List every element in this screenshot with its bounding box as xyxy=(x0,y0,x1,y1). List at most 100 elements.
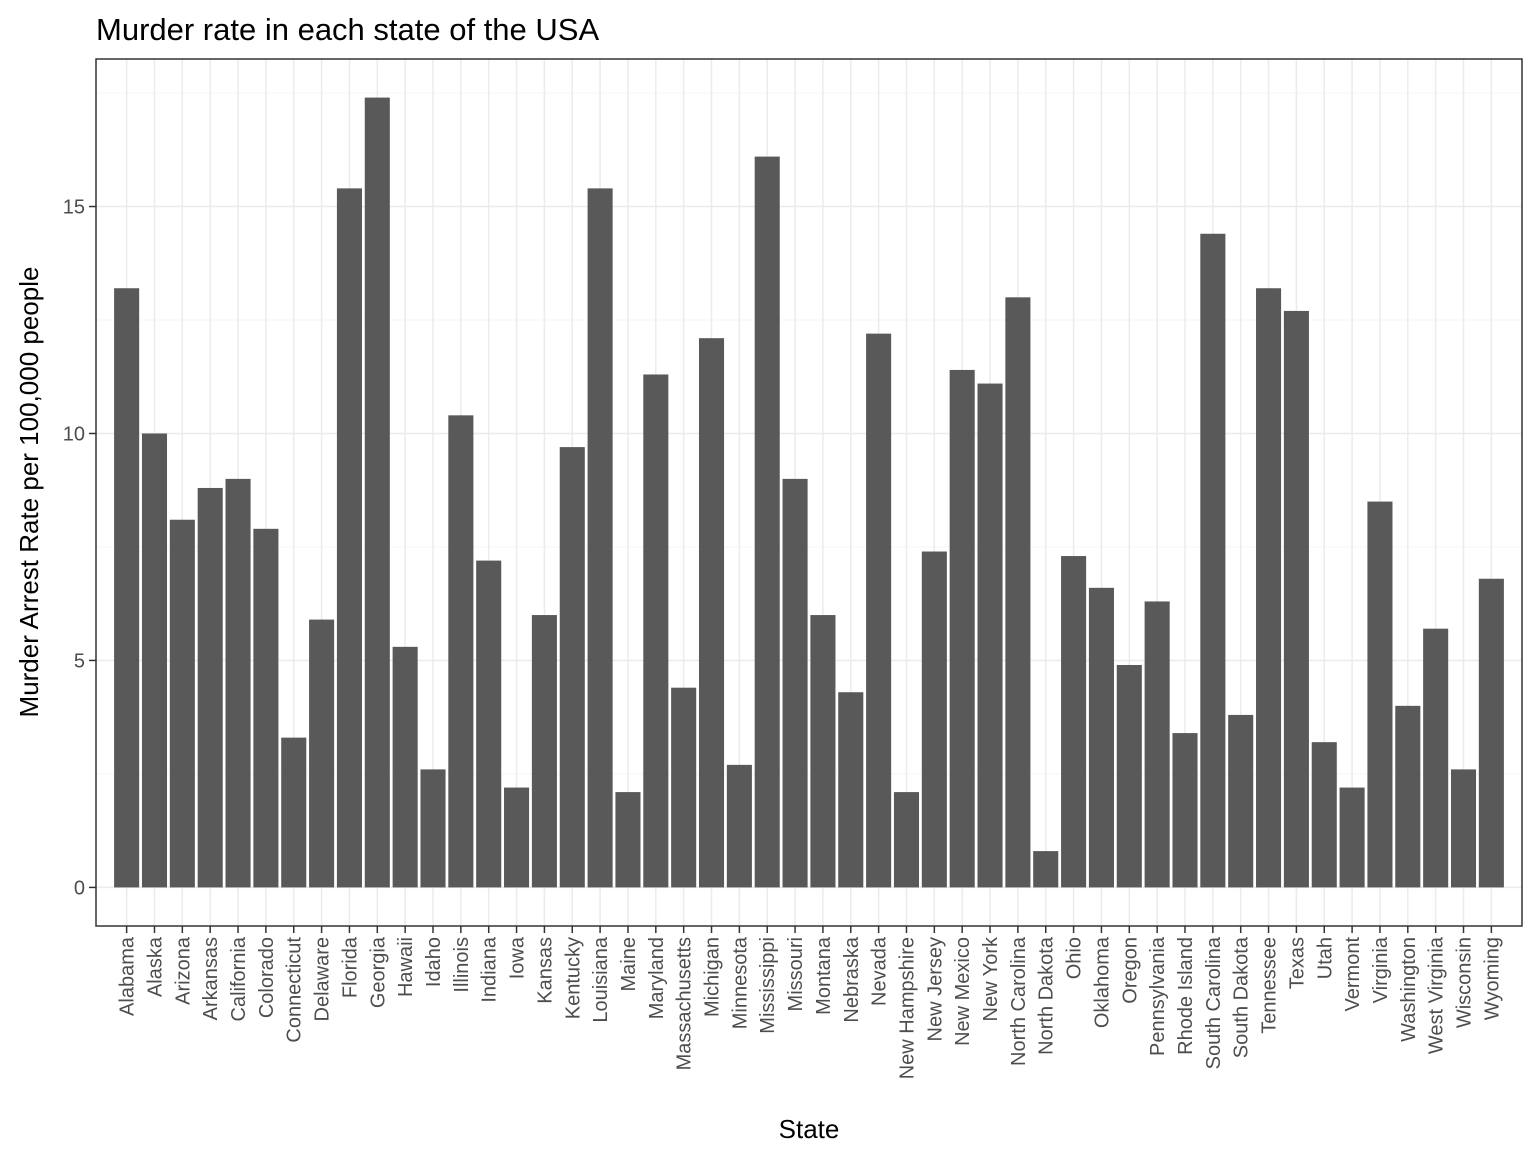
bar-colorado xyxy=(253,528,279,888)
bar-california xyxy=(225,478,251,888)
x-tick-label: Indiana xyxy=(479,936,501,1002)
x-tick-label: Missouri xyxy=(785,937,807,1011)
x-tick-label: North Dakota xyxy=(1036,936,1058,1055)
bars xyxy=(114,97,1504,888)
x-tick-label: Washington xyxy=(1398,937,1420,1042)
x-tick-label: South Dakota xyxy=(1231,936,1253,1058)
x-tick-label: Mississippi xyxy=(757,937,779,1034)
x-tick-label: Maryland xyxy=(646,937,668,1019)
bar-illinois xyxy=(448,415,474,888)
x-tick-label: Utah xyxy=(1314,937,1336,979)
bar-washington xyxy=(1395,705,1421,888)
bar-arizona xyxy=(169,519,195,888)
x-axis: Alabama Alaska Arizona Arkansas California Co… xyxy=(117,926,1503,1079)
x-tick-label: Kansas xyxy=(534,937,556,1004)
x-tick-label: Hawaii xyxy=(395,937,417,997)
x-tick-label: Montana xyxy=(813,936,835,1015)
bar-new-jersey xyxy=(921,551,947,888)
bar-mississippi xyxy=(754,156,780,888)
bar-louisiana xyxy=(587,188,613,888)
x-tick-label: Illinois xyxy=(451,937,473,993)
x-tick-label: Pennsylvania xyxy=(1147,936,1169,1056)
bar-massachusetts xyxy=(671,687,697,888)
bar-texas xyxy=(1283,310,1309,888)
plot-area xyxy=(95,58,1523,927)
x-tick-label: Wyoming xyxy=(1481,937,1503,1020)
bar-missouri xyxy=(782,478,808,888)
bar-indiana xyxy=(476,560,502,888)
x-tick-label: Tennessee xyxy=(1259,937,1281,1034)
x-tick-label: Delaware xyxy=(312,937,334,1021)
bar-delaware xyxy=(309,619,335,888)
bar-pennsylvania xyxy=(1144,601,1170,888)
bar-montana xyxy=(810,615,836,888)
x-tick-label: Alabama xyxy=(117,936,139,1016)
x-tick-label: Virginia xyxy=(1370,936,1392,1003)
x-tick-label: Wisconsin xyxy=(1454,937,1476,1028)
x-tick-label: Idaho xyxy=(423,937,445,987)
bar-north-dakota xyxy=(1033,851,1059,888)
x-tick-label: Louisiana xyxy=(590,936,612,1023)
bar-virginia xyxy=(1367,501,1393,888)
bar-hawaii xyxy=(392,646,418,888)
x-tick-label: Maine xyxy=(618,937,640,991)
x-tick-label: Arkansas xyxy=(200,937,222,1020)
x-tick-label: Iowa xyxy=(507,936,529,979)
bar-connecticut xyxy=(281,737,307,888)
x-tick-label: Connecticut xyxy=(284,937,306,1043)
bar-utah xyxy=(1311,742,1337,888)
bar-rhode-island xyxy=(1172,733,1198,888)
x-tick-label: Arizona xyxy=(172,936,194,1005)
y-tick-label: 0 xyxy=(74,877,85,899)
bar-nevada xyxy=(866,333,892,888)
bar-iowa xyxy=(504,787,530,888)
bar-tennessee xyxy=(1256,288,1282,888)
bar-new-york xyxy=(977,383,1003,888)
x-tick-label: Alaska xyxy=(144,936,166,997)
x-tick-label: Ohio xyxy=(1064,937,1086,979)
bar-minnesota xyxy=(726,764,752,888)
x-axis-title: State xyxy=(779,1114,840,1144)
chart-title: Murder rate in each state of the USA xyxy=(96,12,599,47)
bar-idaho xyxy=(420,769,446,888)
y-tick-label: 5 xyxy=(74,650,85,672)
x-tick-label: Nebraska xyxy=(841,936,863,1022)
y-tick-label: 15 xyxy=(63,197,85,219)
bar-wyoming xyxy=(1478,578,1504,888)
panel-border xyxy=(95,58,1523,927)
x-tick-label: West Virginia xyxy=(1426,936,1448,1054)
x-tick-label: South Carolina xyxy=(1203,936,1225,1069)
x-tick-label: Minnesota xyxy=(729,936,751,1029)
x-tick-label: Oregon xyxy=(1119,937,1141,1004)
x-tick-label: Nevada xyxy=(869,936,891,1006)
bar-maryland xyxy=(643,374,669,888)
x-tick-label: New York xyxy=(980,936,1002,1021)
bar-kansas xyxy=(531,615,557,888)
x-tick-label: Michigan xyxy=(702,937,724,1017)
bar-florida xyxy=(336,188,362,888)
bar-nebraska xyxy=(838,692,864,888)
x-tick-label: New Jersey xyxy=(924,937,946,1041)
x-tick-label: Florida xyxy=(339,936,361,998)
bar-oklahoma xyxy=(1088,587,1114,888)
bar-alaska xyxy=(141,433,168,888)
bar-michigan xyxy=(698,338,725,888)
x-tick-label: Colorado xyxy=(256,937,278,1018)
x-tick-label: North Carolina xyxy=(1008,936,1030,1066)
bar-alabama xyxy=(114,288,140,888)
x-tick-label: New Mexico xyxy=(952,937,974,1046)
bar-kentucky xyxy=(559,447,585,888)
x-tick-label: Massachusetts xyxy=(674,937,696,1070)
bar-new-mexico xyxy=(949,369,975,888)
bar-west-virginia xyxy=(1423,628,1449,888)
bar-maine xyxy=(615,792,641,888)
x-tick-label: Kentucky xyxy=(562,937,584,1019)
bar-oregon xyxy=(1116,664,1142,888)
y-axis: 0 5 10 15 xyxy=(63,197,96,899)
x-tick-label: Rhode Island xyxy=(1175,937,1197,1055)
bar-arkansas xyxy=(197,487,223,888)
bar-wisconsin xyxy=(1450,769,1477,888)
bar-north-carolina xyxy=(1005,297,1031,888)
bar-new-hampshire xyxy=(893,792,920,888)
